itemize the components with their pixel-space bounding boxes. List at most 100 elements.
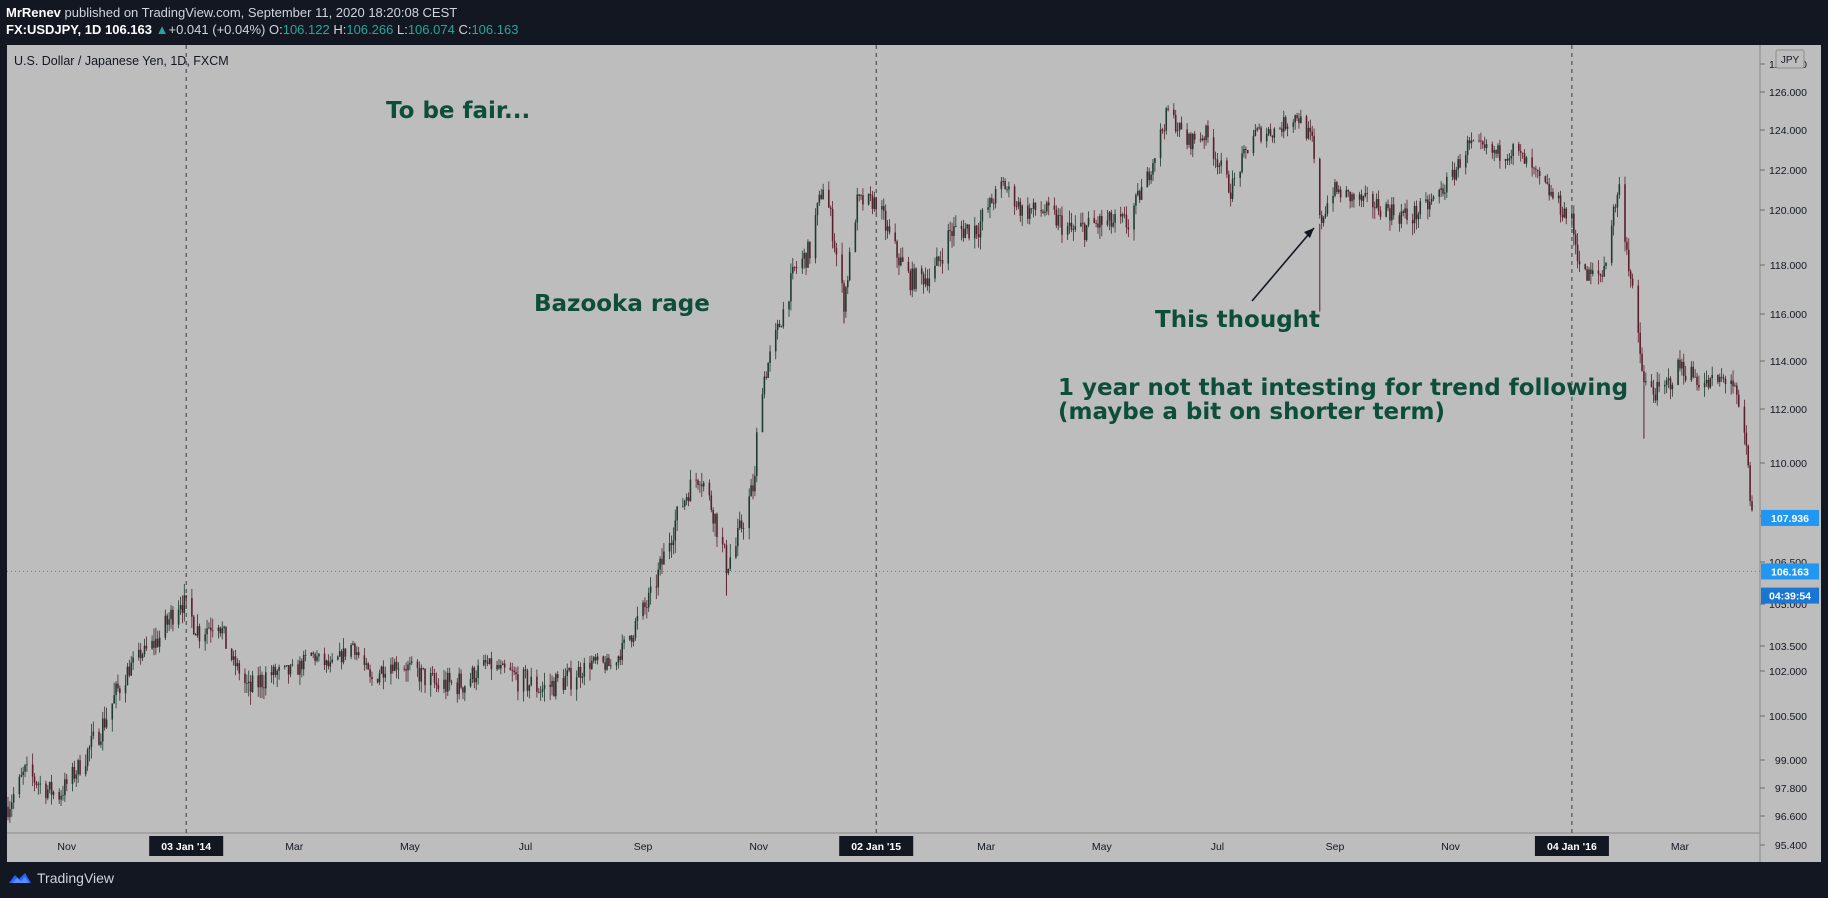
candle-body — [384, 673, 387, 678]
candle-body — [871, 195, 874, 209]
x-tick-label: 04 Jan '16 — [1547, 841, 1597, 853]
candle-body — [1379, 210, 1382, 217]
candle-body — [194, 634, 197, 636]
candle-body — [1485, 144, 1488, 148]
candle-body — [737, 528, 739, 547]
candle-body — [792, 266, 794, 274]
tradingview-brand: TradingView — [37, 870, 115, 886]
candle-body — [809, 241, 811, 259]
candle-body — [437, 684, 440, 689]
x-tick-label: Nov — [1441, 841, 1460, 853]
candle-body — [1694, 376, 1696, 378]
candle-body — [1337, 189, 1340, 192]
annotation-arrow[interactable] — [1251, 227, 1315, 302]
candle-body — [37, 784, 40, 786]
candle-body — [263, 687, 265, 689]
candle-body — [843, 283, 845, 312]
candle-body — [1186, 129, 1188, 145]
candle-body — [697, 480, 699, 485]
symbol-label[interactable]: FX:USDJPY, 1D — [6, 22, 102, 37]
candle-body — [941, 260, 944, 264]
candle-body — [649, 586, 652, 593]
candle-body — [1161, 129, 1164, 131]
candle-body — [1229, 192, 1232, 199]
candle-body — [1228, 174, 1230, 193]
tradingview-logo[interactable]: TradingView — [8, 870, 114, 886]
candle-body — [841, 254, 843, 284]
candle-body — [1053, 205, 1056, 210]
candle-body — [297, 664, 299, 675]
candle-body — [337, 656, 339, 660]
candle-body — [1743, 406, 1746, 433]
candle-body — [100, 741, 102, 745]
candle-body — [1506, 159, 1509, 161]
candle-body — [1536, 169, 1539, 172]
candle-body — [1174, 114, 1177, 132]
candle-body — [486, 662, 489, 664]
candle-body — [416, 661, 419, 668]
price-label-text: 04:39:54 — [1769, 591, 1811, 603]
price-chart[interactable]: 94.30095.40096.60097.80099.000100.500102… — [0, 0, 1828, 862]
candle-body — [103, 718, 106, 728]
candle-body — [246, 683, 248, 684]
candle-body — [1362, 196, 1365, 201]
candle-body — [1499, 145, 1501, 161]
candle-body — [1061, 215, 1063, 235]
candle-body — [397, 668, 400, 670]
candle-body — [274, 666, 277, 675]
candle-body — [729, 557, 732, 569]
y-tick-label: 118.000 — [1770, 260, 1807, 272]
annotation-text[interactable]: 1 year not that intesting for trend foll… — [1058, 375, 1628, 401]
candle-body — [1478, 140, 1480, 142]
candle-body — [1241, 153, 1243, 173]
x-tick-label: Sep — [1326, 841, 1345, 853]
candle-body — [9, 808, 11, 818]
candle-body — [964, 228, 967, 238]
candle-body — [410, 661, 413, 663]
candle-body — [1300, 116, 1302, 124]
candle-body — [1610, 225, 1613, 263]
candle-body — [312, 652, 314, 654]
chart-pane[interactable] — [7, 45, 1760, 833]
candle-body — [1468, 140, 1471, 144]
y-tick-label: 126.000 — [1769, 87, 1807, 99]
candle-body — [168, 619, 170, 625]
candle-body — [1432, 196, 1435, 199]
annotation-text[interactable]: This thought — [1155, 307, 1320, 333]
price-axis[interactable] — [1760, 45, 1821, 862]
y-tick-label: 110.000 — [1770, 458, 1807, 470]
candle-body — [1493, 150, 1495, 153]
candle-body — [1749, 465, 1751, 502]
candle-body — [818, 194, 821, 203]
candle-body — [685, 497, 688, 501]
candle-body — [22, 771, 24, 776]
annotation-text[interactable]: Bazooka rage — [534, 291, 710, 317]
x-tick-label: May — [1092, 841, 1113, 853]
candle-body — [1707, 379, 1710, 388]
candle-body — [1163, 130, 1166, 132]
candle-body — [172, 609, 174, 625]
annotation-text[interactable]: To be fair... — [386, 98, 530, 124]
candle-body — [886, 226, 889, 231]
candle-body — [390, 664, 392, 674]
candle-body — [543, 684, 546, 689]
candle-body — [285, 665, 288, 666]
author-name[interactable]: MrRenev — [6, 5, 61, 20]
candle-body — [1400, 211, 1403, 224]
candle-body — [566, 670, 569, 677]
candle-body — [1650, 381, 1653, 388]
candle-body — [509, 667, 512, 671]
currency-badge[interactable] — [1775, 49, 1805, 69]
candle-body — [52, 792, 55, 795]
candle-body — [1347, 190, 1350, 192]
candle-body — [716, 513, 718, 538]
x-tick-badge — [839, 836, 914, 856]
candle-body — [1563, 208, 1566, 218]
candle-body — [105, 719, 108, 728]
annotation-text[interactable]: (maybe a bit on shorter term) — [1058, 399, 1445, 425]
candle-body — [621, 642, 623, 660]
candle-body — [1260, 127, 1262, 142]
candle-body — [644, 602, 646, 608]
candle-body — [210, 627, 212, 631]
candle-body — [1082, 222, 1084, 224]
